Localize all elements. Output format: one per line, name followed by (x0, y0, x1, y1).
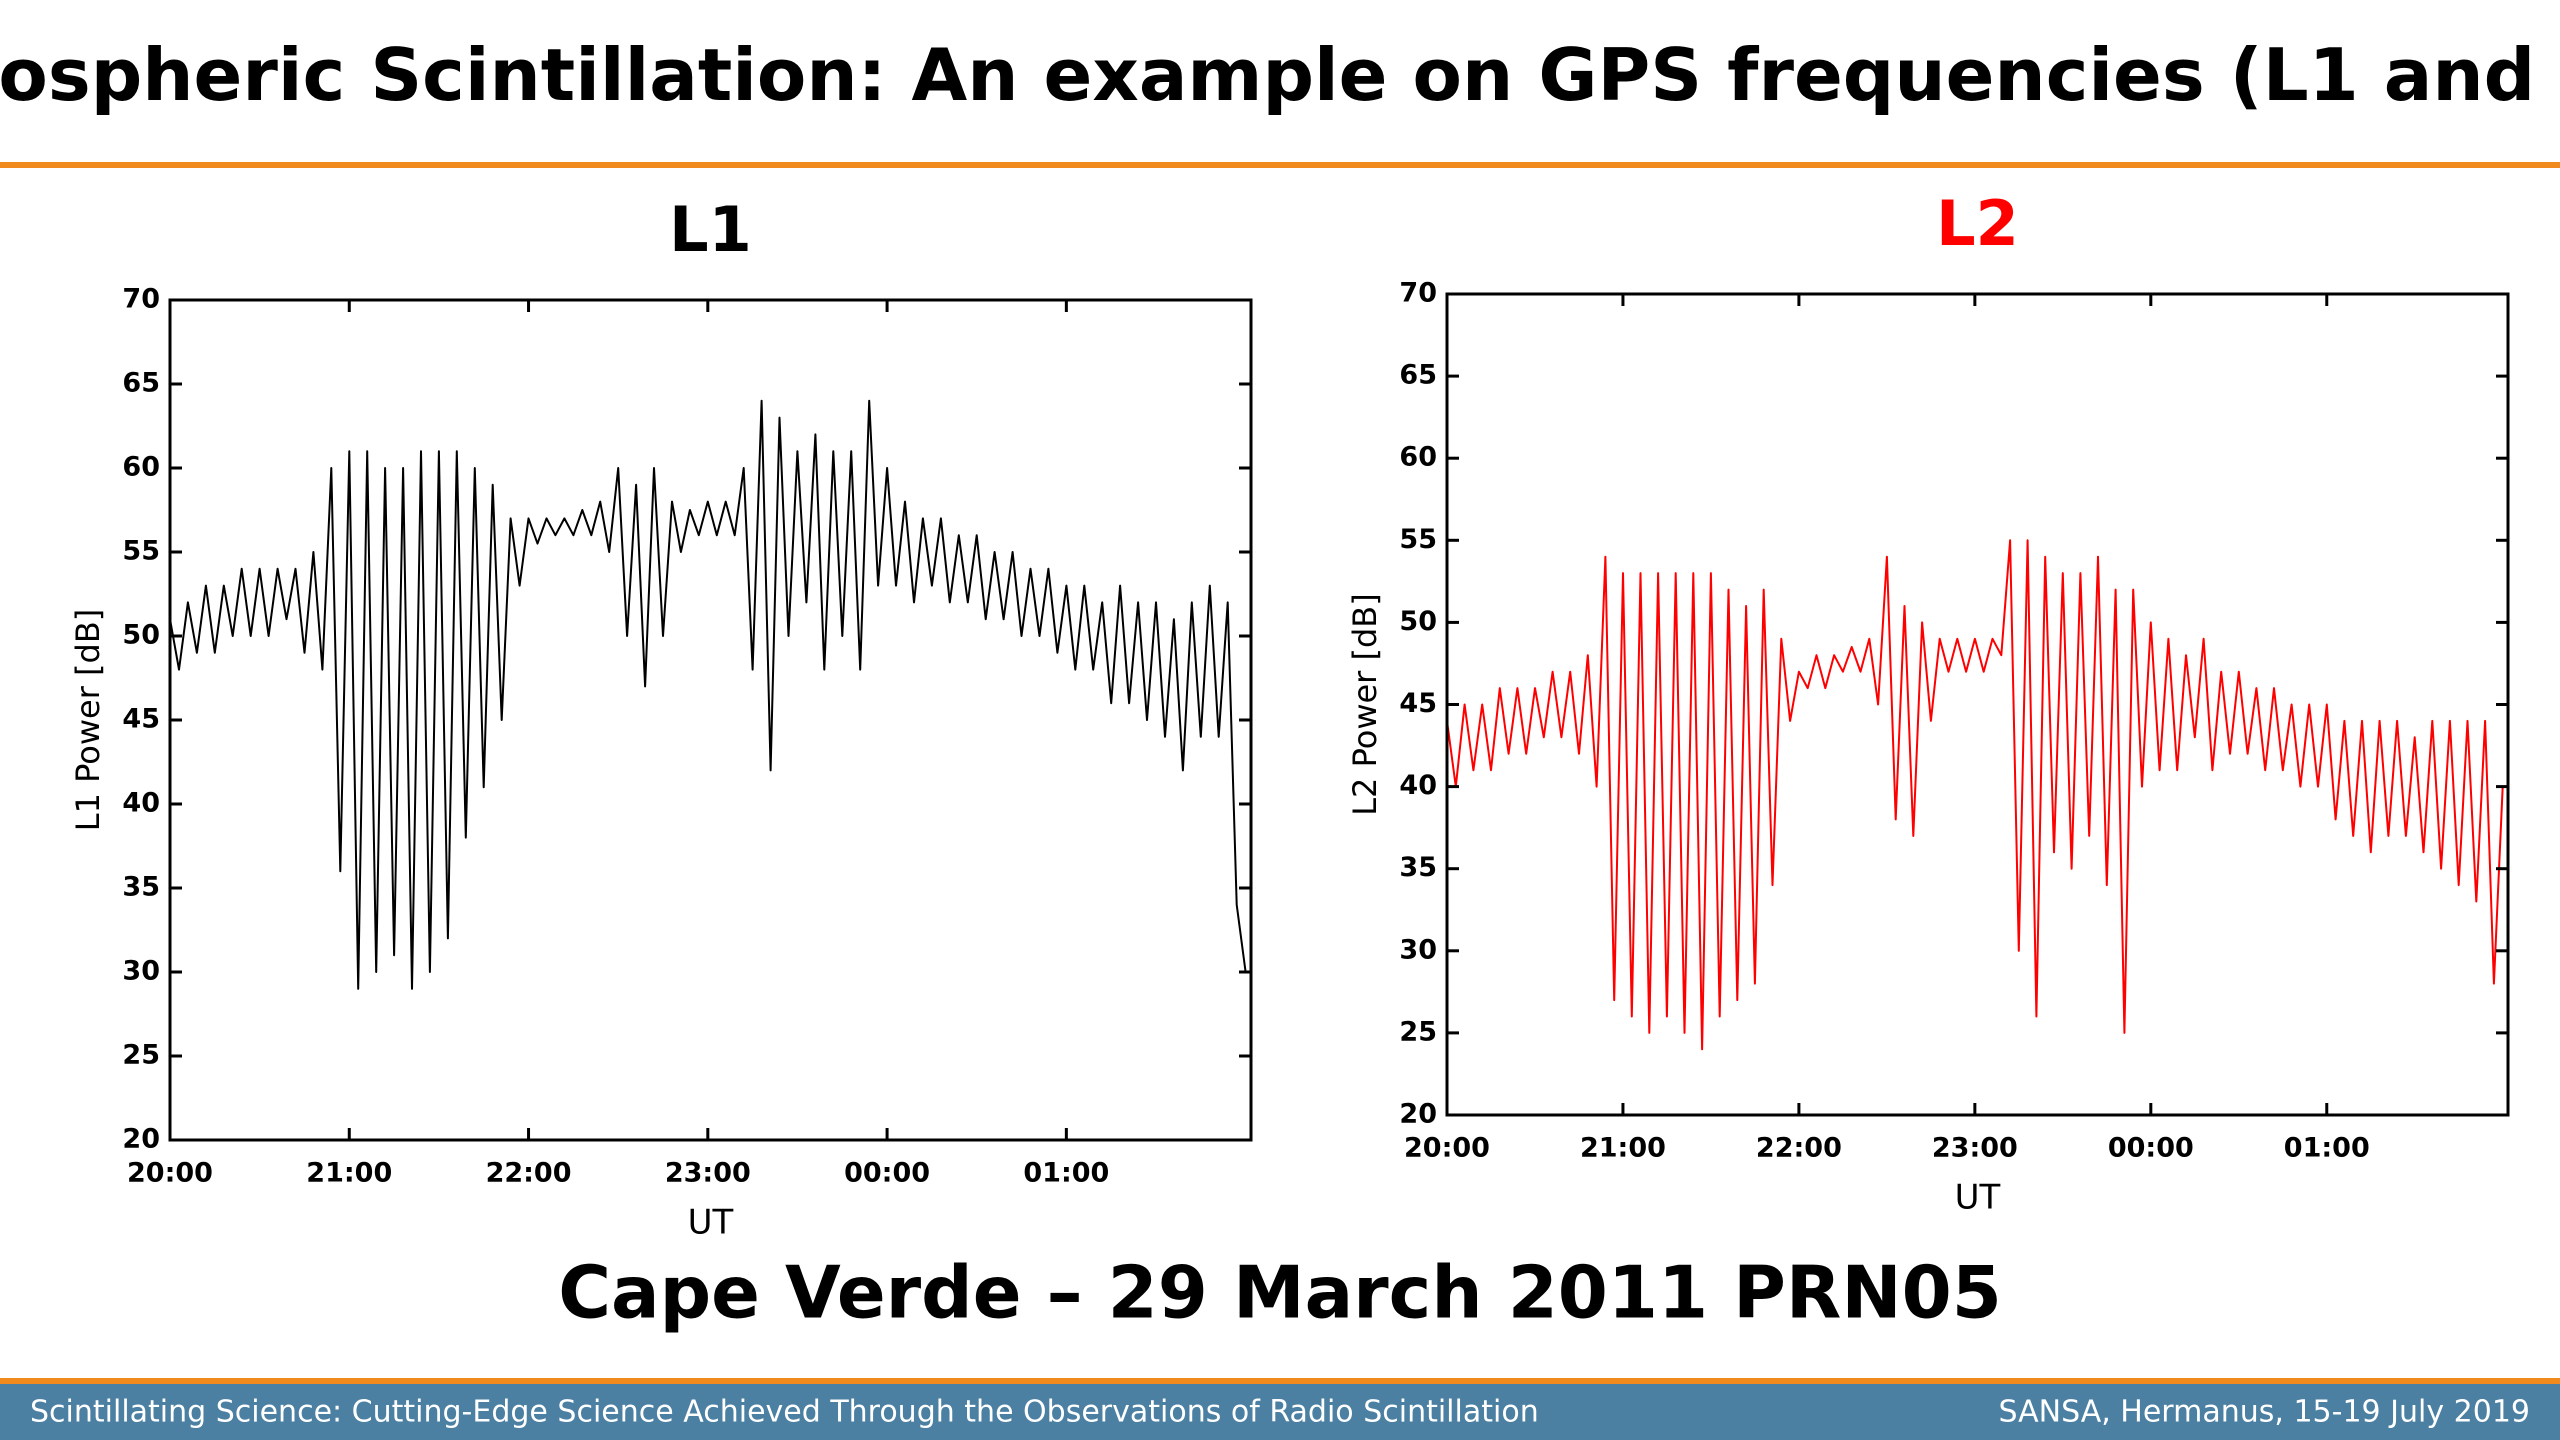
y-tick-label: 35 (1399, 852, 1437, 883)
x-tick-label: 21:00 (1580, 1133, 1666, 1164)
y-axis-label: L2 Power [dB] (1346, 593, 1384, 816)
plot: L1 20 25 30 35 40 45 50 55 60 65 70 20:00 21:00 22:00 2… (69, 193, 1253, 1243)
title-text: Ionospheric Scintillation: An example on… (0, 33, 2560, 117)
x-tick-label: 21:00 (306, 1158, 392, 1189)
y-tick-label: 65 (122, 368, 160, 399)
y-tick-label: 70 (1399, 278, 1437, 309)
plot-frame (1445, 292, 2510, 1117)
slide-title: Ionospheric Scintillation: An example on… (0, 33, 2560, 117)
y-tick-label: 45 (122, 704, 160, 735)
footer-left: Scintillating Science: Cutting-Edge Scie… (30, 1395, 1539, 1430)
y-tick-label: 30 (122, 956, 160, 987)
y-tick-label: 45 (1399, 688, 1437, 719)
x-tick-label: 20:00 (127, 1158, 213, 1189)
x-tick-label: 20:00 (1404, 1133, 1490, 1164)
y-tick-label: 35 (122, 872, 160, 903)
x-tick-label: 23:00 (665, 1158, 751, 1189)
y-tick-label: 20 (122, 1124, 160, 1155)
x-axis-label: UT (1955, 1178, 2001, 1218)
plots: L1 20 25 30 35 40 45 50 55 60 65 70 20:00 21:00 22:00 2… (69, 187, 2510, 1243)
title-rule (0, 162, 2560, 168)
footer-bar (0, 1384, 2560, 1440)
x-axis-label: UT (688, 1203, 734, 1243)
y-tick-label: 50 (122, 620, 160, 651)
y-tick-label: 50 (1399, 606, 1437, 637)
x-tick-label: 23:00 (1932, 1133, 2018, 1164)
x-tick-label: 00:00 (2108, 1133, 2194, 1164)
x-tick-label: 01:00 (2284, 1133, 2370, 1164)
signal-line (169, 399, 1247, 990)
plot: L2 20 25 30 35 40 45 50 55 60 65 70 20:00 21:00 22:00 2… (1346, 187, 2510, 1218)
y-tick-label: 60 (122, 452, 160, 483)
y-tick-label: 60 (1399, 442, 1437, 473)
x-tick-label: 01:00 (1023, 1158, 1109, 1189)
y-tick-label: 65 (1399, 360, 1437, 391)
x-tick-label: 00:00 (844, 1158, 930, 1189)
y-axis-label: L1 Power [dB] (69, 609, 107, 832)
y-tick-label: 25 (122, 1040, 160, 1071)
y-tick-label: 55 (122, 536, 160, 567)
y-tick-label: 55 (1399, 524, 1437, 555)
y-tick-label: 25 (1399, 1016, 1437, 1047)
footer-rule (0, 1378, 2560, 1384)
caption: Cape Verde – 29 March 2011 PRN05 (558, 1251, 2002, 1335)
footer-right: SANSA, Hermanus, 15-19 July 2019 (1999, 1395, 2530, 1430)
x-tick-label: 22:00 (486, 1158, 572, 1189)
signal-line (1446, 539, 2504, 1051)
y-tick-label: 30 (1399, 934, 1437, 965)
plot-frame (168, 298, 1253, 1142)
y-tick-label: 40 (1399, 770, 1437, 801)
y-tick-label: 40 (122, 788, 160, 819)
plot-title: L1 (669, 193, 752, 266)
y-tick-label: 70 (122, 284, 160, 315)
y-tick-label: 20 (1399, 1099, 1437, 1130)
x-tick-label: 22:00 (1756, 1133, 1842, 1164)
plot-title: L2 (1936, 187, 2019, 260)
